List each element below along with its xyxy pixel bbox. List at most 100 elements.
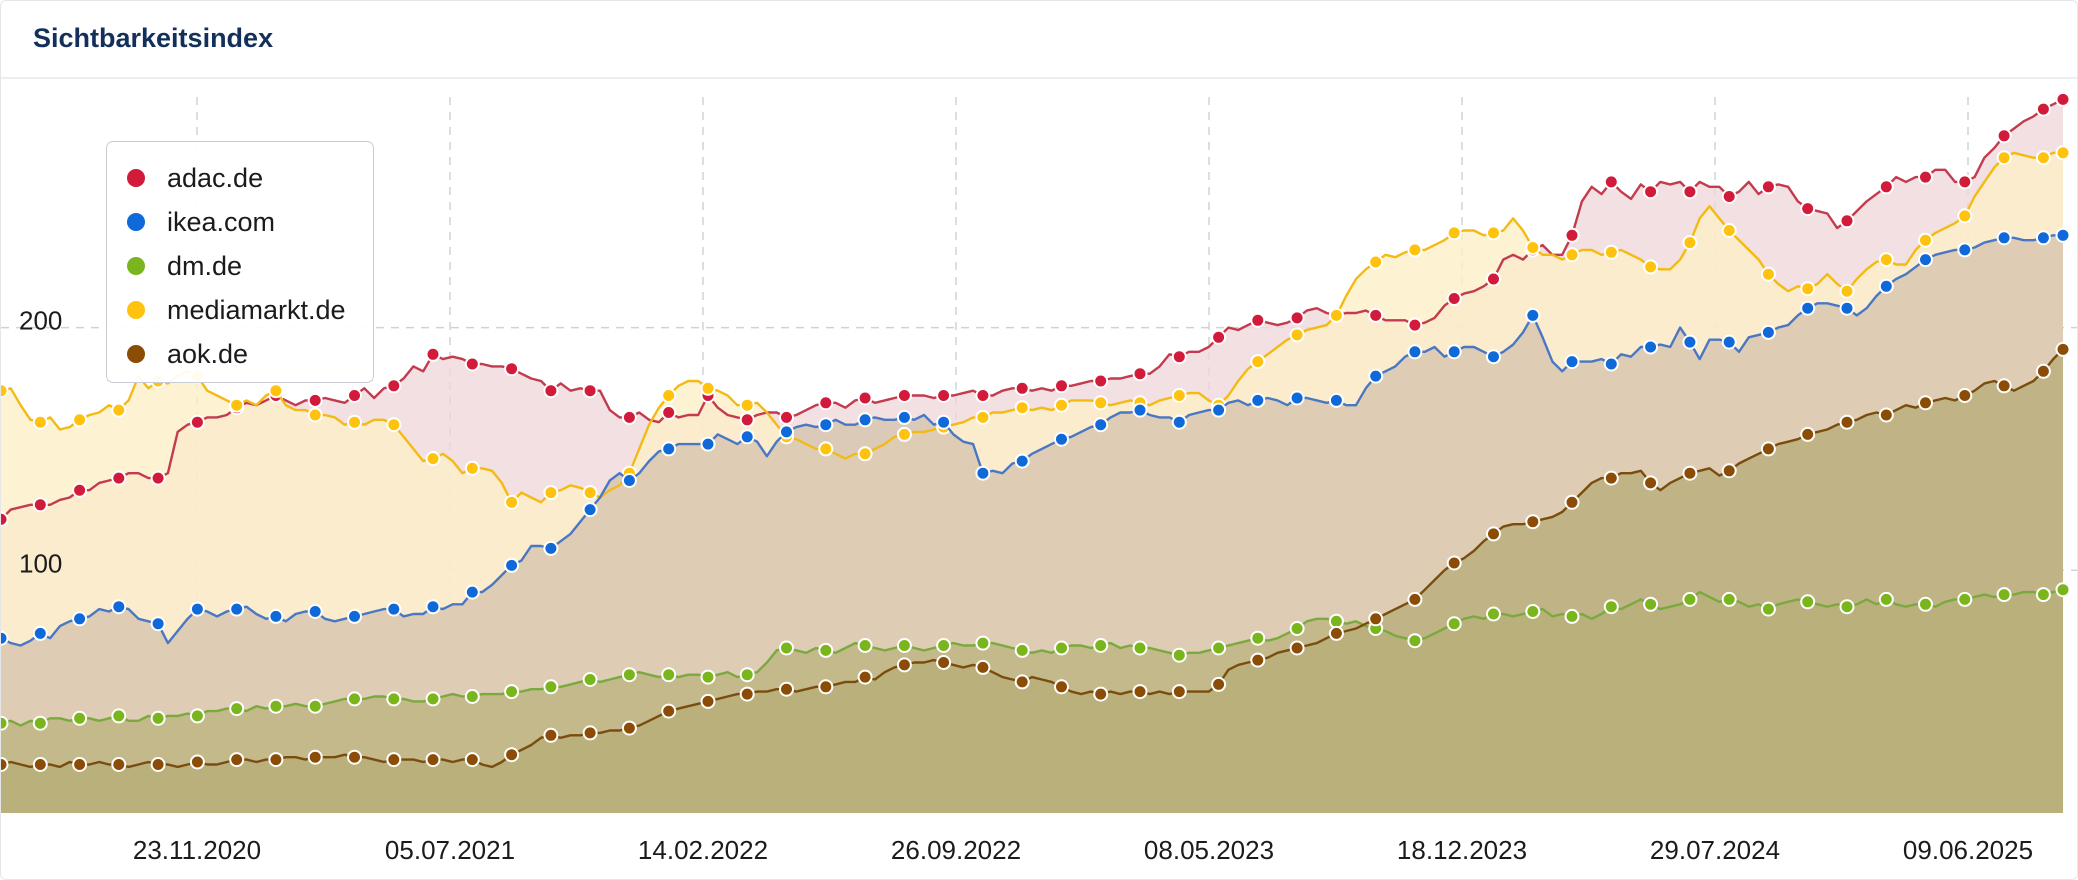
- data-point-mediamarkt.de: [1093, 395, 1109, 411]
- data-point-aok.de: [1996, 378, 2012, 394]
- data-point-mediamarkt.de: [1014, 400, 1030, 416]
- data-point-mediamarkt.de: [2055, 145, 2071, 161]
- data-point-dm.de: [1525, 604, 1541, 619]
- data-point-adac.de: [1368, 307, 1384, 323]
- data-point-mediamarkt.de: [1603, 244, 1619, 260]
- data-point-ikea.com: [1171, 414, 1187, 430]
- plot-area[interactable]: 100 200 23.11.2020 05.07.2021 14.02.2022 26.0…: [1, 79, 2078, 880]
- data-point-ikea.com: [818, 417, 834, 433]
- data-point-mediamarkt.de: [1564, 247, 1580, 263]
- data-point-mediamarkt.de: [818, 441, 834, 457]
- data-point-dm.de: [425, 691, 441, 707]
- data-point-dm.de: [229, 701, 245, 717]
- data-point-adac.de: [1839, 213, 1855, 229]
- data-point-mediamarkt.de: [1446, 225, 1462, 241]
- data-point-dm.de: [504, 684, 520, 700]
- data-point-dm.de: [1054, 640, 1069, 656]
- data-point-ikea.com: [1328, 392, 1344, 408]
- data-point-aok.de: [229, 752, 245, 768]
- data-point-adac.de: [936, 388, 952, 403]
- legend-label: mediamarkt.de: [167, 294, 346, 325]
- data-point-aok.de: [582, 725, 598, 741]
- data-point-mediamarkt.de: [1054, 397, 1069, 413]
- data-point-dm.de: [818, 642, 834, 658]
- data-point-mediamarkt.de: [975, 409, 991, 425]
- data-point-aok.de: [1878, 407, 1894, 423]
- data-point-mediamarkt.de: [1918, 232, 1933, 248]
- data-point-mediamarkt.de: [1721, 223, 1737, 238]
- chart-title: Sichtbarkeitsindex: [33, 23, 274, 53]
- data-point-aok.de: [661, 703, 677, 719]
- data-point-ikea.com: [1682, 334, 1698, 350]
- card-header: Sichtbarkeitsindex: [1, 1, 2077, 79]
- data-point-dm.de: [1721, 591, 1737, 607]
- data-point-aok.de: [425, 752, 441, 768]
- series-line-mediamarkt.de: [1, 151, 2063, 504]
- data-point-dm.de: [975, 635, 991, 651]
- data-point-mediamarkt.de: [347, 414, 362, 430]
- data-point-adac.de: [857, 390, 873, 406]
- legend-marker-icon: [127, 213, 145, 231]
- y-tick-label: 200: [19, 306, 62, 336]
- legend-label: adac.de: [167, 162, 264, 193]
- legend-item-aok.de[interactable]: aok.de: [107, 332, 373, 376]
- data-point-adac.de: [72, 482, 88, 498]
- data-point-aok.de: [1211, 676, 1227, 692]
- data-point-adac.de: [150, 470, 166, 486]
- data-point-ikea.com: [268, 608, 284, 624]
- data-point-adac.de: [347, 388, 362, 403]
- data-point-ikea.com: [661, 441, 677, 457]
- data-point-dm.de: [1, 715, 9, 731]
- data-point-adac.de: [1, 511, 9, 527]
- legend-item-dm.de[interactable]: dm.de: [107, 244, 373, 288]
- area-aok.de: [1, 349, 2063, 813]
- data-point-dm.de: [1643, 596, 1659, 612]
- data-point-ikea.com: [621, 473, 637, 488]
- data-point-dm.de: [1132, 640, 1148, 656]
- legend-item-adac.de[interactable]: adac.de: [107, 156, 373, 200]
- data-point-ikea.com: [425, 599, 441, 615]
- data-point-mediamarkt.de: [1328, 307, 1344, 323]
- data-point-adac.de: [2055, 91, 2071, 107]
- data-point-mediamarkt.de: [700, 380, 716, 396]
- data-point-ikea.com: [32, 625, 48, 641]
- legend-marker-icon: [127, 345, 145, 363]
- data-point-adac.de: [1996, 128, 2012, 144]
- x-tick-label: 09.06.2025: [1903, 835, 2033, 865]
- data-point-ikea.com: [229, 601, 245, 617]
- data-point-aok.de: [307, 749, 323, 765]
- data-point-adac.de: [779, 409, 794, 425]
- data-point-adac.de: [1171, 349, 1187, 365]
- data-point-mediamarkt.de: [739, 397, 755, 413]
- data-point-mediamarkt.de: [111, 402, 127, 418]
- data-point-adac.de: [1603, 174, 1619, 190]
- data-point-dm.de: [1878, 591, 1894, 607]
- data-point-dm.de: [1603, 599, 1619, 615]
- series-line-aok.de: [1, 348, 2064, 769]
- data-point-aok.de: [1289, 640, 1305, 656]
- legend-item-mediamarkt.de[interactable]: mediamarkt.de: [107, 288, 373, 332]
- data-point-adac.de: [1957, 174, 1973, 190]
- data-point-dm.de: [1760, 601, 1776, 617]
- data-point-dm.de: [1328, 613, 1344, 629]
- data-point-adac.de: [111, 470, 127, 486]
- data-point-aok.de: [1564, 494, 1580, 510]
- data-point-aok.de: [1, 757, 9, 772]
- data-point-ikea.com: [1760, 324, 1776, 340]
- data-point-mediamarkt.de: [1643, 259, 1659, 275]
- data-point-ikea.com: [1211, 402, 1227, 418]
- data-point-mediamarkt.de: [1682, 235, 1698, 251]
- data-point-ikea.com: [2035, 230, 2051, 246]
- data-point-dm.de: [700, 669, 716, 685]
- data-point-aok.de: [1957, 388, 1973, 403]
- data-point-dm.de: [32, 715, 48, 731]
- data-point-adac.de: [543, 383, 559, 399]
- x-tick-label: 29.07.2024: [1650, 835, 1780, 865]
- data-point-mediamarkt.de: [582, 485, 598, 501]
- data-point-mediamarkt.de: [1407, 242, 1423, 258]
- legend-item-ikea.com[interactable]: ikea.com: [107, 200, 373, 244]
- data-point-mediamarkt.de: [1525, 240, 1541, 255]
- data-point-dm.de: [1486, 606, 1501, 622]
- data-point-ikea.com: [1564, 354, 1580, 370]
- data-point-aok.de: [464, 752, 480, 768]
